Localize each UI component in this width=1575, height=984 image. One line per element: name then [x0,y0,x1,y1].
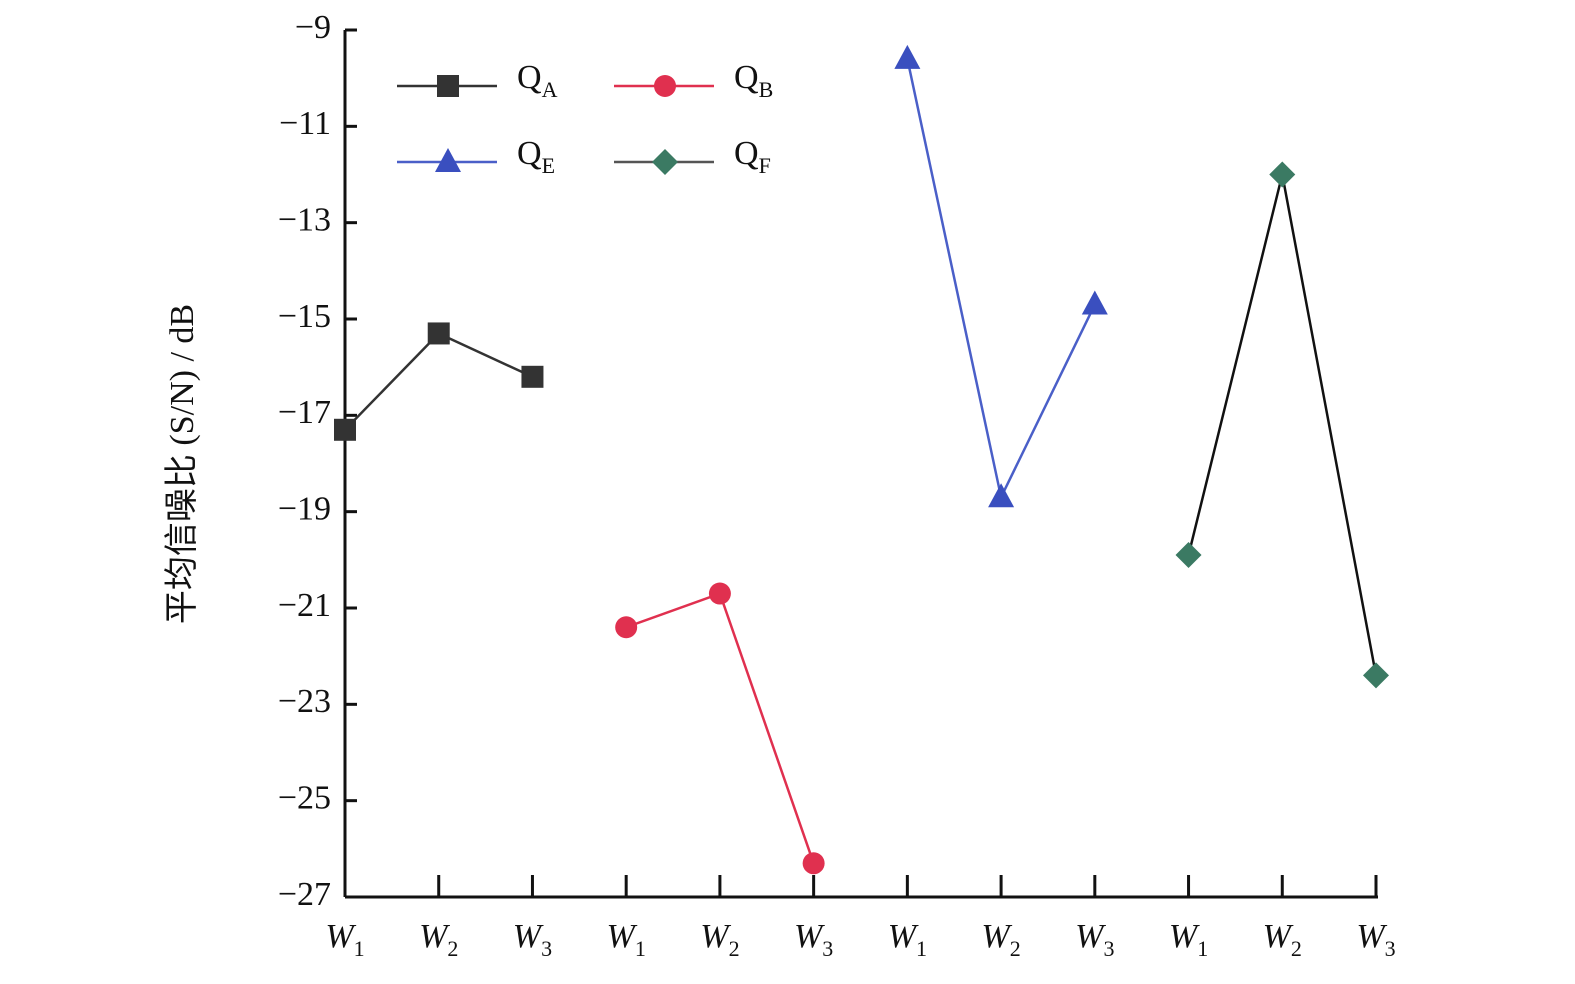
legend-label: QE [517,135,555,178]
y-tick-label: −23 [278,683,331,720]
marker [1175,542,1202,569]
y-tick-label: −13 [278,201,331,238]
series-line [1187,174,1378,676]
x-tick-label: W2 [981,918,1020,961]
marker [1363,662,1389,689]
marker [521,365,544,388]
marker [334,418,356,441]
x-tick-label: W2 [700,918,739,961]
y-tick-label: −11 [279,105,331,142]
x-tick-label: W3 [1075,918,1114,961]
y-tick-label: −21 [278,587,331,624]
x-tick-label: W1 [325,918,364,961]
marker [708,582,731,605]
marker [988,483,1015,508]
x-tick-label: W1 [888,918,927,961]
y-tick-label: −19 [278,490,331,527]
x-tick-label: W1 [607,918,646,961]
marker [615,616,638,639]
x-tick-label: W3 [513,918,552,961]
y-axis-label: 平均信噪比 (S/N) / dB [163,304,201,624]
legend-label: QB [734,59,773,102]
marker [802,852,825,875]
y-tick-label: −25 [278,779,331,816]
legend-marker [654,75,676,97]
y-tick-label: −9 [295,9,331,46]
x-tick-label: W2 [1263,918,1302,961]
legend-marker [435,148,461,172]
legend-label: QA [517,59,558,102]
y-tick-label: −15 [278,298,331,335]
y-tick-label: −17 [278,394,331,431]
marker [894,44,921,69]
marker [1081,290,1108,315]
legend-marker [437,75,459,97]
x-tick-label: W2 [419,918,458,961]
marker [1269,161,1296,188]
x-tick-label: W1 [1169,918,1208,961]
series-line [625,591,815,864]
marker [427,322,450,345]
y-tick-label: −27 [278,876,331,913]
x-tick-label: W3 [794,918,833,961]
x-tick-label: W3 [1356,918,1395,961]
legend-label: QF [734,135,771,178]
legend-marker [652,149,678,175]
series-line [906,58,1096,502]
series-line [344,331,533,431]
